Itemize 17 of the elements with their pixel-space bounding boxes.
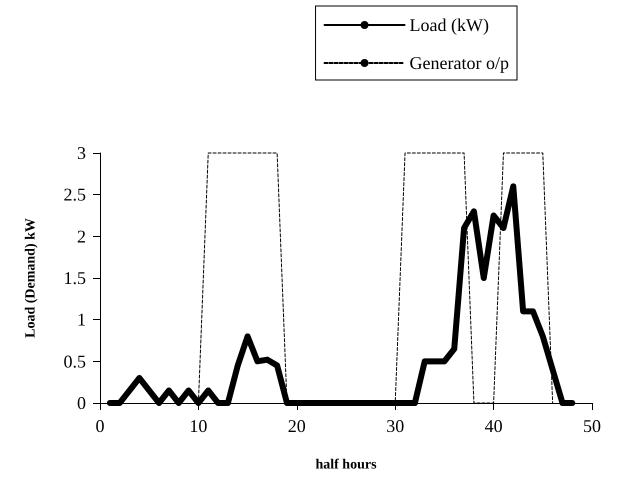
y-tick-label: 1 [77,310,86,330]
x-tick-label: 20 [288,416,306,436]
x-axis-title: half hours [315,458,378,472]
x-tick-label: 30 [386,416,404,436]
x-tick-label: 10 [189,416,208,436]
x-tick-label: 50 [583,416,601,436]
x-tick-label: 0 [96,416,104,436]
legend-label: Generator o/p [410,53,510,73]
y-tick-label: 2.5 [64,184,86,205]
y-tick-label: 1.5 [64,268,86,288]
y-tick-label: 2 [77,226,86,246]
x-tick-label: 40 [484,416,503,436]
y-tick-label: 0 [77,393,86,413]
y-tick-label: 3 [77,143,86,163]
y-axis-title: Load (Demand) kW [24,218,38,338]
legend-label: Load (kW) [410,15,490,35]
y-tick-label: 0.5 [64,351,86,372]
